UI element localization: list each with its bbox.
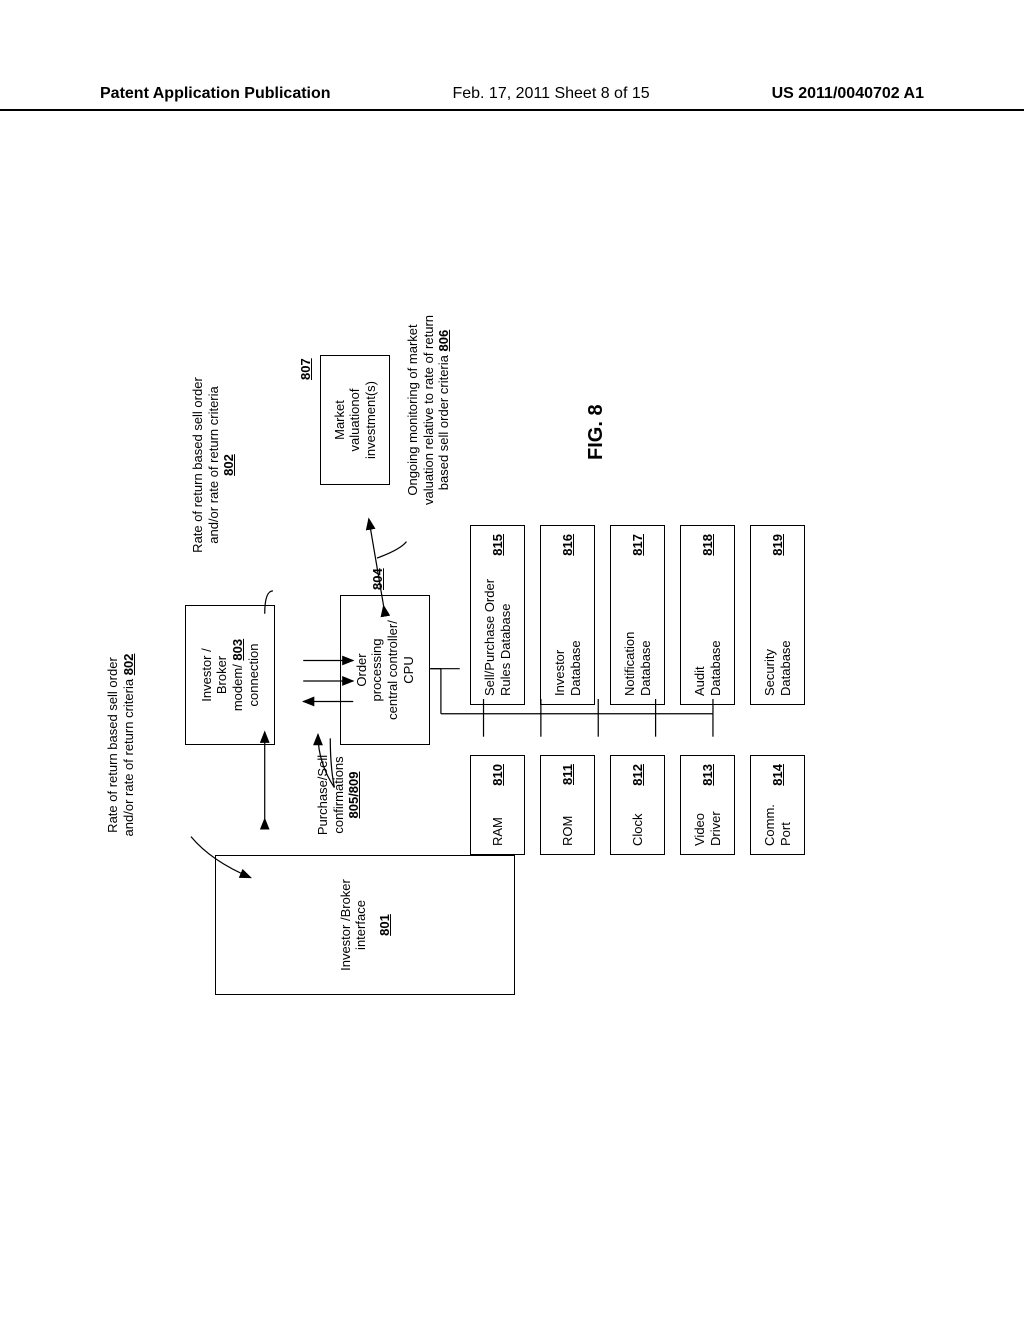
box-814-line2: Port [778,822,793,846]
label-805-809: Purchase/Sell confirmations 805/809 [315,740,362,850]
box-819-line2: Database [778,640,793,696]
box-816-line1: Investor [552,650,567,696]
box-815-ref: 815 [490,534,506,556]
box-804-ref-label: 804 [370,568,386,590]
header-right: US 2011/0040702 A1 [772,85,924,103]
box-813-line2: Driver [708,811,723,846]
label-802-top: Rate of return based sell order and/or r… [105,615,136,875]
box-803-line2: Broker [214,656,230,694]
box-818: Audit Database 818 [680,525,735,705]
label-802r-line1: Rate of return based sell order [190,377,205,553]
label-802-top-ref: 802 [121,654,136,676]
box-801: Investor /Broker interface 801 [215,855,515,995]
label-805-line1: Purchase/Sell [315,755,330,835]
box-811-line1: ROM [560,816,576,846]
box-804-line2: processing [369,639,385,702]
box-815: Sell/Purchase Order Rules Database 815 [470,525,525,705]
box-816: Investor Database 816 [540,525,595,705]
box-804: Order processing central controller/ CPU [340,595,430,745]
box-818-line2: Database [708,640,723,696]
box-804-line4: CPU [401,656,417,683]
box-815-line1: Sell/Purchase Order [482,579,497,696]
header-left: Patent Application Publication [100,85,331,103]
box-817-line2: Database [638,640,653,696]
figure-label: FIG. 8 [585,404,608,460]
box-810: RAM 810 [470,755,525,855]
box-819: Security Database 819 [750,525,805,705]
box-804-ref: 804 [370,568,385,590]
box-807: Market valuationof investment(s) [320,355,390,485]
box-801-line2: interface [353,900,369,950]
box-814-ref: 814 [770,764,786,786]
box-812: Clock 812 [610,755,665,855]
box-801-line1: Investor /Broker [338,879,354,971]
label-802r-ref: 802 [221,454,236,476]
box-817-line1: Notification [622,632,637,696]
label-805-ref: 805/809 [346,772,361,819]
box-813: Video Driver 813 [680,755,735,855]
box-812-line1: Clock [630,813,646,846]
box-818-line1: Audit [692,666,707,696]
box-819-line1: Security [762,649,777,696]
box-803: Investor / Broker modem/ 803 connection [185,605,275,745]
label-806-line3: based sell order criteria [436,355,451,490]
label-805-line2: confirmations [331,756,346,833]
box-807-ref: 807 [298,358,313,380]
box-803-line1: Investor / [199,648,215,701]
box-807-line3: investment(s) [363,381,379,459]
label-802r-line2: and/or rate of return criteria [206,386,221,544]
box-814-line1: Comm. [762,804,777,846]
box-815-line2: Rules Database [498,604,513,697]
box-817: Notification Database 817 [610,525,665,705]
box-811-ref: 811 [560,764,576,785]
box-804-line3: central controller/ [385,620,401,720]
box-811: ROM 811 [540,755,595,855]
box-804-line1: Order [354,653,370,686]
label-806-ref: 806 [436,330,451,352]
box-816-line2: Database [568,640,583,696]
label-806: Ongoing monitoring of market valuation r… [405,285,452,535]
box-818-ref: 818 [700,534,716,556]
box-819-ref: 819 [770,534,786,556]
box-810-line1: RAM [490,817,506,846]
label-802-right: Rate of return based sell order and/or r… [190,345,237,585]
label-806-line1: Ongoing monitoring of market [405,324,420,495]
box-807-line2: valuationof [347,389,363,452]
box-803-line4: connection [246,644,262,707]
box-812-ref: 812 [630,764,646,786]
label-802-top-line1: Rate of return based sell order [105,657,120,833]
label-802-top-line2: and/or rate of return criteria [121,679,136,837]
box-813-ref: 813 [700,764,716,786]
box-807-line1: Market [332,400,348,440]
box-807-ref-label: 807 [298,358,314,380]
page-header: Patent Application Publication Feb. 17, … [0,85,1024,111]
box-801-ref: 801 [377,914,393,936]
box-816-ref: 816 [560,534,576,556]
label-806-line2: valuation relative to rate of return [421,315,436,505]
header-center: Feb. 17, 2011 Sheet 8 of 15 [452,85,649,103]
figure-8-diagram: Rate of return based sell order and/or r… [85,345,805,935]
box-814: Comm. Port 814 [750,755,805,855]
box-803-ref: 803 [230,639,245,661]
box-810-ref: 810 [490,764,506,786]
box-803-line3: modem/ [230,664,245,711]
box-813-line1: Video [692,813,707,846]
box-817-ref: 817 [630,534,646,556]
